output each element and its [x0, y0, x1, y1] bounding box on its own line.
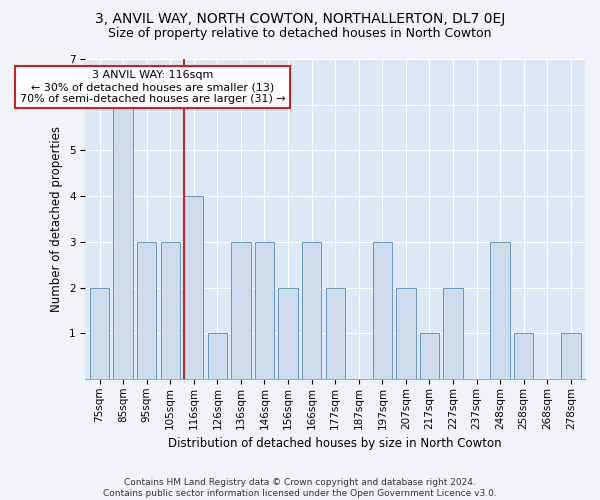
Bar — [90, 288, 109, 379]
Y-axis label: Number of detached properties: Number of detached properties — [50, 126, 64, 312]
Text: Contains HM Land Registry data © Crown copyright and database right 2024.
Contai: Contains HM Land Registry data © Crown c… — [103, 478, 497, 498]
Bar — [231, 242, 251, 379]
Bar — [161, 242, 180, 379]
Text: Size of property relative to detached houses in North Cowton: Size of property relative to detached ho… — [108, 28, 492, 40]
Bar — [278, 288, 298, 379]
Bar — [561, 333, 581, 379]
Bar — [113, 104, 133, 379]
Bar — [255, 242, 274, 379]
Bar — [514, 333, 533, 379]
Text: 3, ANVIL WAY, NORTH COWTON, NORTHALLERTON, DL7 0EJ: 3, ANVIL WAY, NORTH COWTON, NORTHALLERTO… — [95, 12, 505, 26]
Bar — [302, 242, 321, 379]
Bar — [396, 288, 416, 379]
Bar — [326, 288, 345, 379]
Bar — [184, 196, 203, 379]
Bar — [490, 242, 510, 379]
Text: 3 ANVIL WAY: 116sqm
← 30% of detached houses are smaller (13)
70% of semi-detach: 3 ANVIL WAY: 116sqm ← 30% of detached ho… — [20, 70, 286, 104]
X-axis label: Distribution of detached houses by size in North Cowton: Distribution of detached houses by size … — [169, 437, 502, 450]
Bar — [373, 242, 392, 379]
Bar — [443, 288, 463, 379]
Bar — [137, 242, 157, 379]
Bar — [208, 333, 227, 379]
Bar — [420, 333, 439, 379]
